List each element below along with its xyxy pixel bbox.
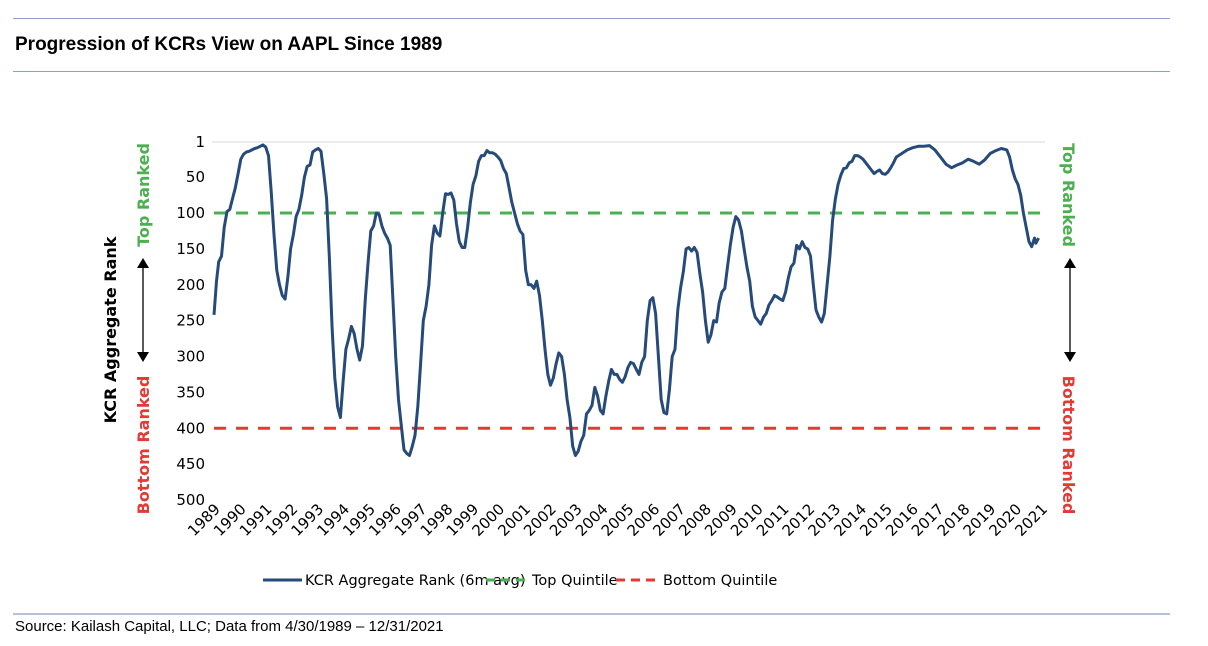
y-tick-label: 1 bbox=[195, 133, 205, 151]
source-rule bbox=[13, 613, 1170, 615]
y-tick-label: 200 bbox=[176, 276, 205, 294]
title-rule bbox=[13, 71, 1170, 72]
y-tick-label: 100 bbox=[176, 204, 205, 222]
y-tick-label: 500 bbox=[176, 491, 205, 509]
left-double-arrow-icon bbox=[137, 258, 149, 362]
source-note: Source: Kailash Capital, LLC; Data from … bbox=[15, 618, 444, 635]
y-tick-label: 250 bbox=[176, 312, 205, 330]
legend-label-top: Top Quintile bbox=[531, 573, 618, 589]
y-tick-label: 400 bbox=[176, 419, 205, 437]
legend-label-rank: KCR Aggregate Rank (6m avg) bbox=[305, 573, 526, 589]
right-top-ranked-label: Top Ranked bbox=[1059, 143, 1078, 247]
left-bottom-ranked-label: Bottom Ranked bbox=[134, 376, 153, 515]
x-tick-labels: 1989199019911992199319941995199619971998… bbox=[184, 500, 1051, 540]
legend-label-bottom: Bottom Quintile bbox=[663, 573, 777, 589]
y-tick-label: 300 bbox=[176, 348, 205, 366]
right-double-arrow-icon bbox=[1064, 258, 1076, 362]
page-title: Progression of KCRs View on AAPL Since 1… bbox=[15, 34, 443, 55]
reference-lines bbox=[214, 211, 1045, 430]
legend: KCR Aggregate Rank (6m avg) Top Quintile… bbox=[263, 573, 777, 589]
series-layer bbox=[212, 143, 1040, 457]
right-bottom-ranked-label: Bottom Ranked bbox=[1059, 376, 1078, 515]
y-tick-label: 150 bbox=[176, 240, 205, 258]
rank-series-line bbox=[212, 143, 1040, 457]
top-rule bbox=[13, 18, 1170, 19]
y-tick-label: 50 bbox=[186, 168, 205, 186]
y-axis-title: KCR Aggregate Rank bbox=[101, 236, 120, 423]
left-top-ranked-label: Top Ranked bbox=[134, 143, 153, 247]
y-tick-label: 450 bbox=[176, 455, 205, 473]
y-tick-label: 350 bbox=[176, 383, 205, 401]
